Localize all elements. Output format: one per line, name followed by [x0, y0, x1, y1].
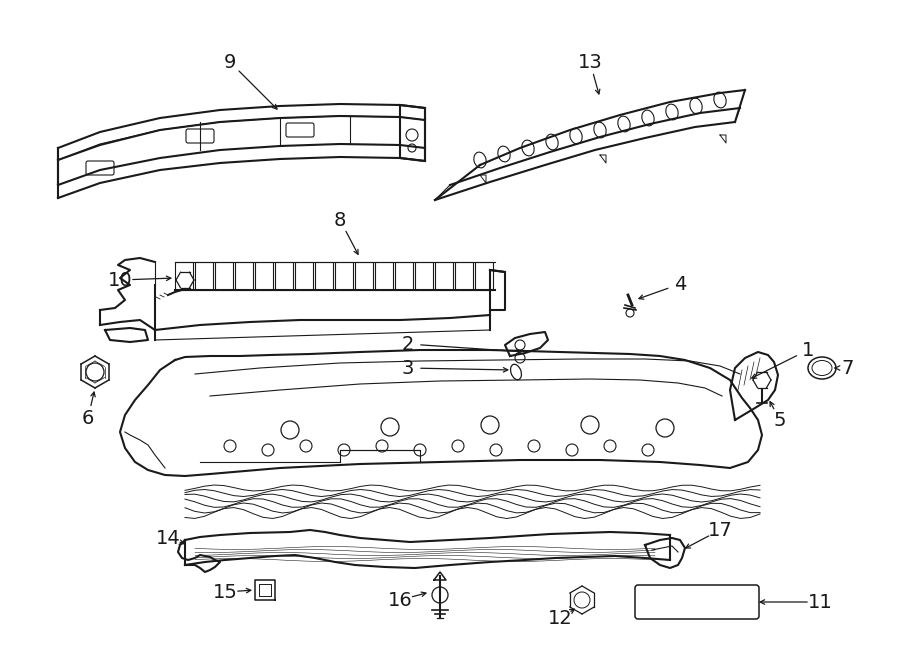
Ellipse shape	[545, 134, 558, 150]
Text: 12: 12	[547, 609, 572, 627]
FancyBboxPatch shape	[186, 129, 214, 143]
Ellipse shape	[666, 104, 679, 120]
Ellipse shape	[570, 128, 582, 144]
Ellipse shape	[617, 116, 630, 132]
Text: 5: 5	[774, 410, 787, 430]
Text: 13: 13	[578, 52, 602, 71]
Text: 14: 14	[156, 529, 180, 547]
Ellipse shape	[510, 364, 521, 379]
Text: 15: 15	[212, 582, 238, 602]
Text: 16: 16	[388, 590, 412, 609]
Ellipse shape	[642, 110, 654, 126]
FancyBboxPatch shape	[635, 585, 759, 619]
Ellipse shape	[473, 152, 486, 168]
Text: 8: 8	[334, 210, 346, 229]
Ellipse shape	[812, 360, 832, 375]
Ellipse shape	[808, 357, 836, 379]
Ellipse shape	[714, 92, 726, 108]
Ellipse shape	[594, 122, 607, 138]
Text: 6: 6	[82, 408, 94, 428]
Text: 3: 3	[401, 358, 414, 377]
Text: 11: 11	[807, 592, 833, 611]
Ellipse shape	[522, 140, 535, 156]
FancyBboxPatch shape	[286, 123, 314, 137]
Text: 4: 4	[674, 274, 686, 293]
Text: 17: 17	[707, 520, 733, 539]
Text: 10: 10	[108, 270, 132, 290]
Ellipse shape	[498, 146, 510, 162]
Text: 7: 7	[842, 358, 854, 377]
FancyBboxPatch shape	[86, 161, 114, 175]
Ellipse shape	[689, 98, 702, 114]
Text: 9: 9	[224, 52, 236, 71]
Text: 2: 2	[401, 334, 414, 354]
Text: 1: 1	[802, 340, 814, 360]
